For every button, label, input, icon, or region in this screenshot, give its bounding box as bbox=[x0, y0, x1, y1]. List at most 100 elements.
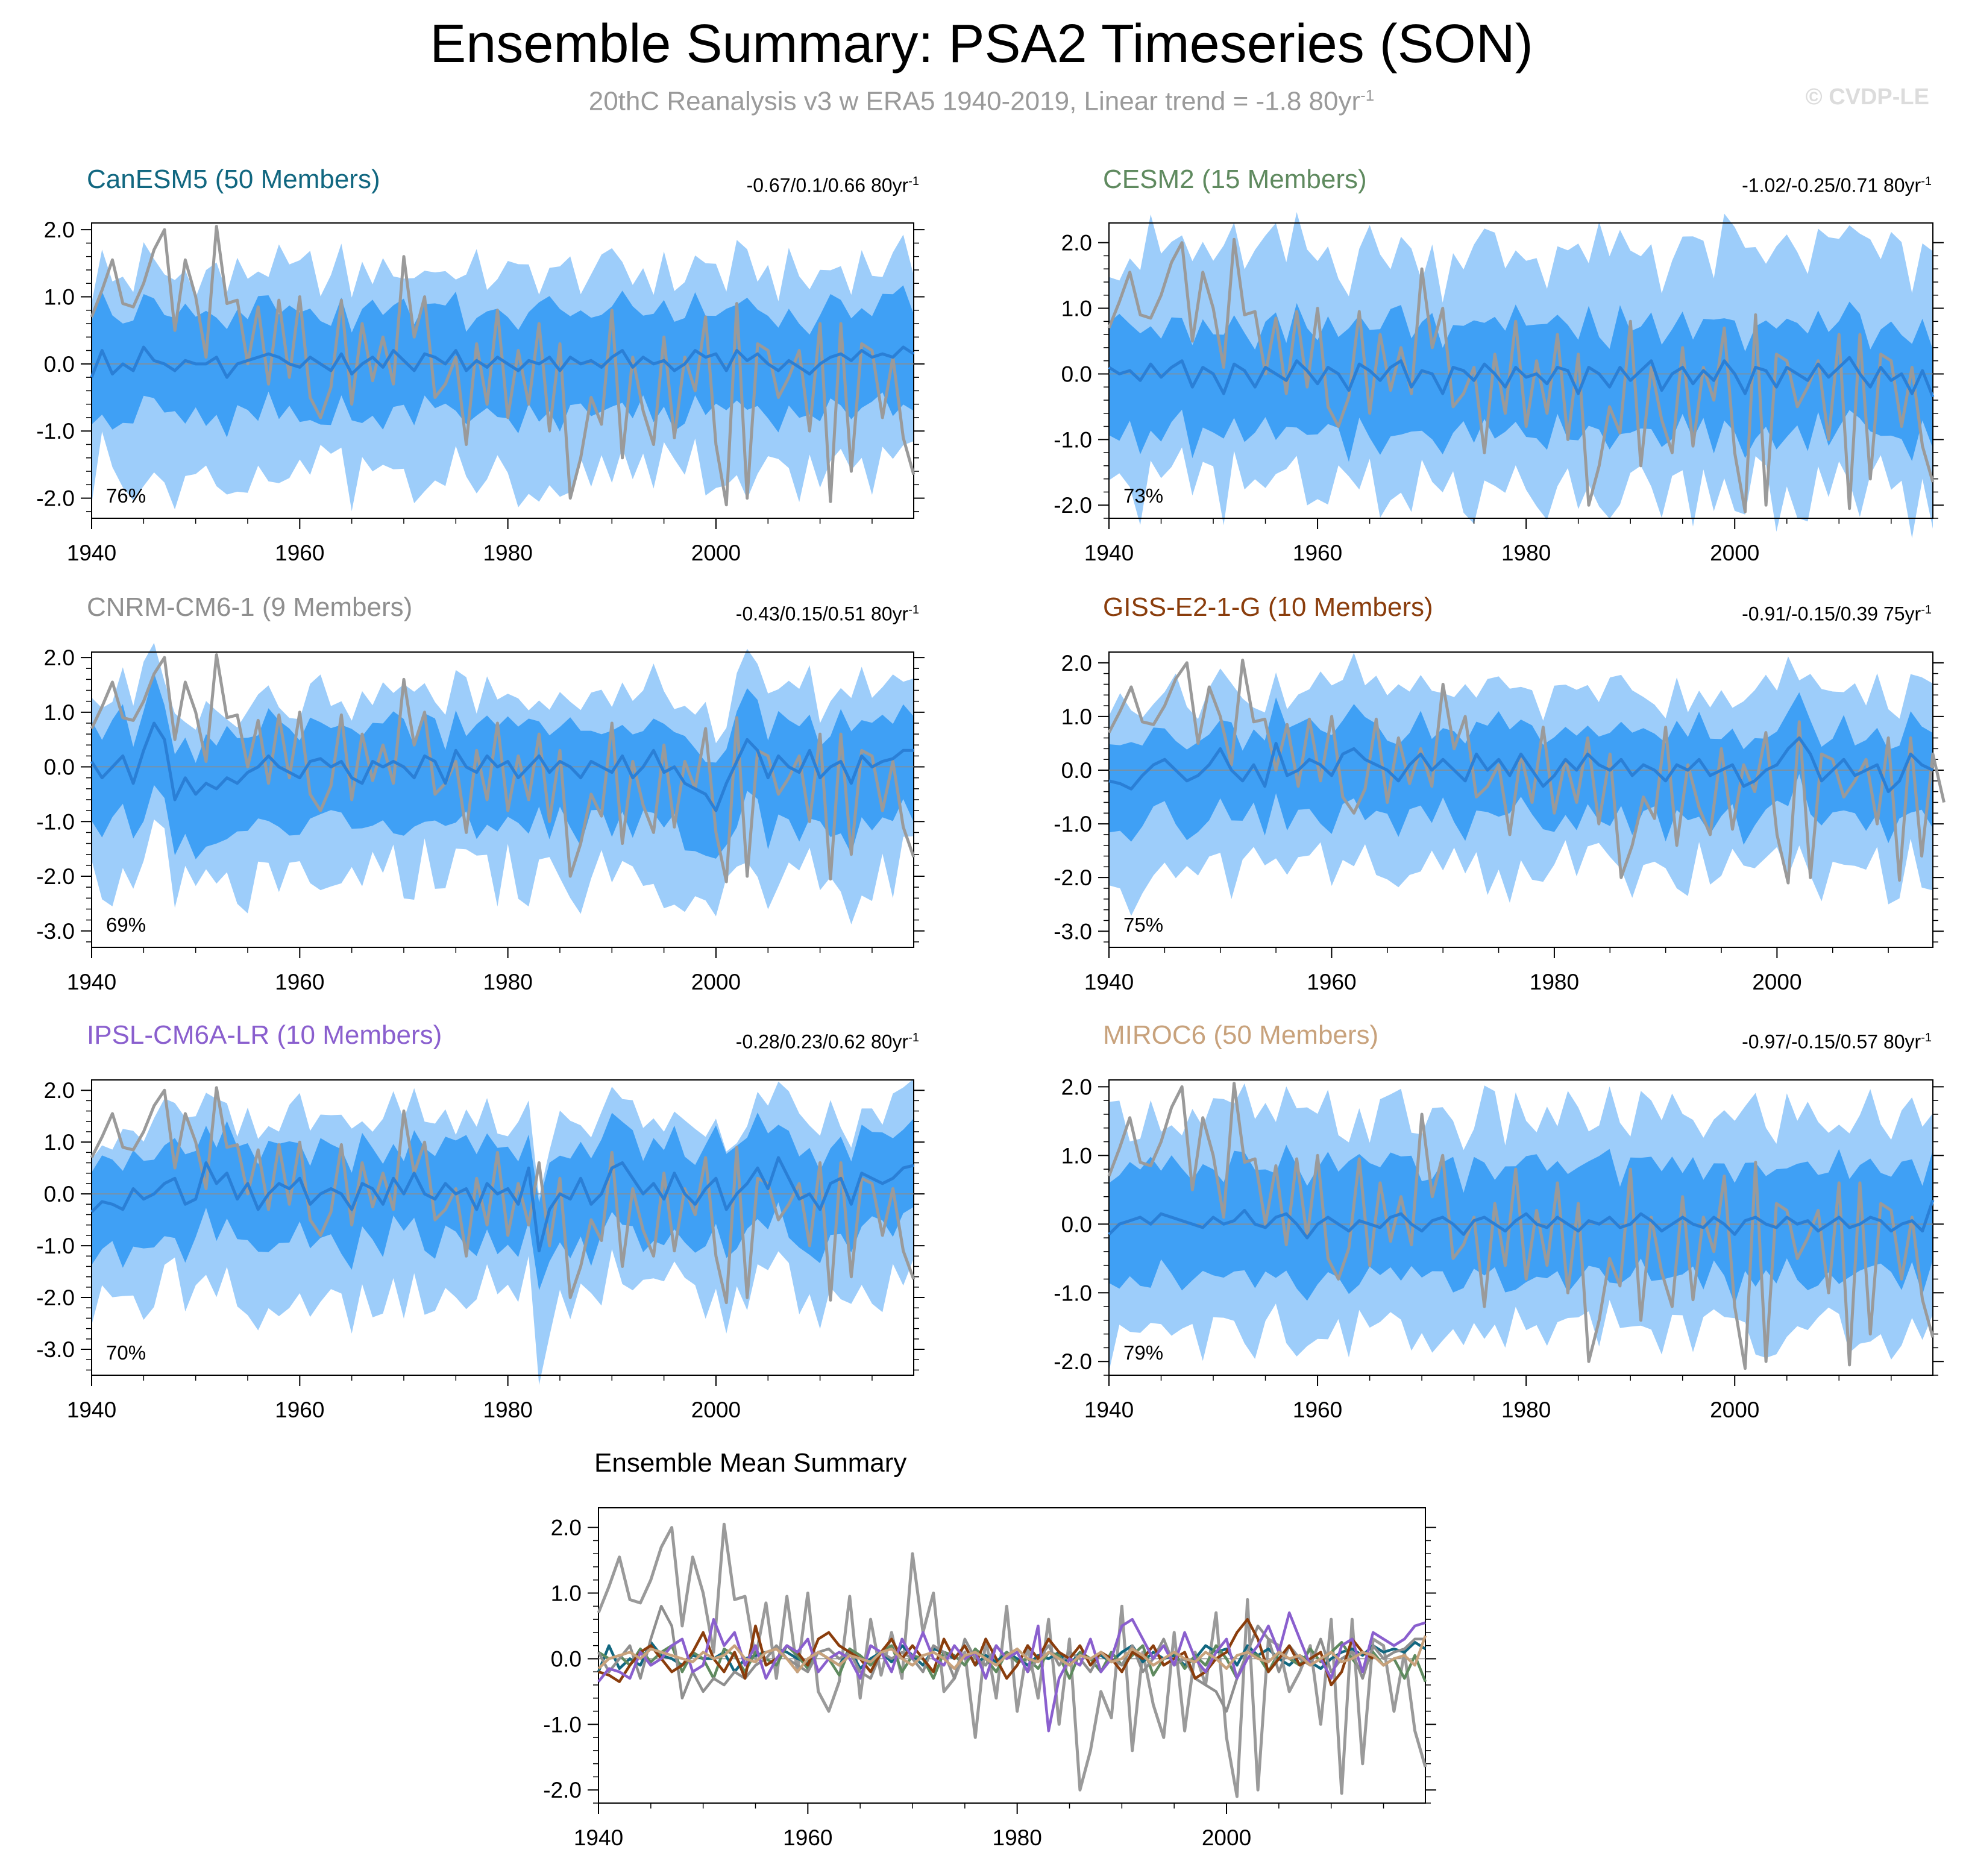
percent-label: 75% bbox=[1123, 914, 1163, 936]
summary-series-line bbox=[598, 1617, 1374, 1687]
page-title: Ensemble Summary: PSA2 Timeseries (SON) bbox=[430, 14, 1533, 74]
percent-label: 76% bbox=[106, 485, 146, 507]
summary-series-line bbox=[597, 1635, 1427, 1674]
x-tick-label: 2000 bbox=[1710, 1398, 1759, 1422]
observations-line bbox=[1107, 1082, 1935, 1370]
trend-text: -0.43/0.15/0.51 80yr bbox=[735, 603, 909, 625]
x-tick-label: 1940 bbox=[574, 1825, 623, 1850]
y-tick-label: 0.0 bbox=[44, 755, 75, 780]
subtitle-text: 20thC Reanalysis v3 w ERA5 1940-2019, Li… bbox=[588, 86, 1361, 116]
plot-frame bbox=[598, 1507, 1426, 1804]
y-tick-label: 2.0 bbox=[1061, 1074, 1092, 1099]
summary-title: Ensemble Mean Summary bbox=[594, 1448, 907, 1478]
percent-label: 73% bbox=[1123, 485, 1163, 507]
y-tick-label: 0.0 bbox=[1061, 362, 1092, 386]
y-tick-label: -1.0 bbox=[36, 1234, 75, 1258]
observations-line bbox=[90, 1086, 916, 1305]
y-tick-label: -1.0 bbox=[1054, 812, 1092, 836]
x-tick-label: 1960 bbox=[783, 1825, 832, 1850]
percentile-band bbox=[1109, 692, 1933, 845]
x-tick-label: 1940 bbox=[67, 541, 116, 565]
plot-frame bbox=[1108, 651, 1933, 948]
plot-frame bbox=[91, 1079, 914, 1376]
x-tick-label: 2000 bbox=[691, 970, 741, 994]
x-tick-label: 1980 bbox=[483, 970, 532, 994]
y-tick-label: 2.0 bbox=[44, 1078, 75, 1103]
x-tick-label: 1980 bbox=[1501, 1398, 1551, 1422]
y-tick-label: -2.0 bbox=[1054, 1349, 1092, 1374]
y-tick-label: 2.0 bbox=[44, 645, 75, 670]
y-tick-label: 1.0 bbox=[44, 700, 75, 725]
y-tick-label: 1.0 bbox=[551, 1581, 582, 1606]
y-tick-label: -1.0 bbox=[36, 809, 75, 834]
ensemble-mean-line bbox=[1108, 356, 1935, 398]
y-tick-label: -2.0 bbox=[543, 1778, 582, 1802]
y-tick-label: 1.0 bbox=[1061, 1143, 1092, 1168]
panel-title: CNRM-CM6-1 (9 Members) bbox=[87, 592, 413, 622]
trend-label: -0.97/-0.15/0.57 80yr-1 bbox=[1676, 1026, 1932, 1054]
y-tick-label: -2.0 bbox=[36, 864, 75, 889]
trend-exponent: -1 bbox=[1921, 1031, 1932, 1044]
y-tick-label: 0.0 bbox=[1061, 1212, 1092, 1237]
trend-label: -0.67/0.1/0.66 80yr-1 bbox=[663, 169, 919, 198]
y-tick-label: 1.0 bbox=[44, 285, 75, 310]
x-tick-label: 1940 bbox=[1084, 970, 1134, 994]
plot-frame bbox=[1108, 222, 1933, 519]
panel-title: CESM2 (15 Members) bbox=[1103, 165, 1367, 194]
x-tick-label: 1980 bbox=[1530, 970, 1579, 994]
page-subtitle: 20thC Reanalysis v3 w ERA5 1940-2019, Li… bbox=[0, 78, 1963, 119]
ensemble-mean-line bbox=[1108, 736, 1934, 794]
x-tick-label: 1940 bbox=[1084, 541, 1134, 565]
trend-exponent: -1 bbox=[1921, 603, 1932, 616]
panel-title: IPSL-CM6A-LR (10 Members) bbox=[87, 1020, 442, 1050]
y-tick-label: -1.0 bbox=[543, 1712, 582, 1737]
y-tick-label: 1.0 bbox=[1061, 704, 1092, 729]
plot-frame bbox=[1108, 1079, 1933, 1376]
trend-text: -1.02/-0.25/0.71 80yr bbox=[1742, 174, 1921, 196]
x-tick-label: 1980 bbox=[483, 541, 532, 565]
observations-line bbox=[1107, 658, 1946, 885]
subtitle-exponent: -1 bbox=[1360, 86, 1375, 104]
x-tick-label: 1980 bbox=[483, 1398, 532, 1422]
x-tick-label: 1960 bbox=[275, 541, 324, 565]
x-tick-label: 1980 bbox=[1501, 541, 1551, 565]
observations-line bbox=[90, 653, 916, 883]
percent-label: 79% bbox=[1123, 1341, 1163, 1364]
trend-exponent: -1 bbox=[908, 175, 919, 188]
y-tick-label: 0.0 bbox=[44, 352, 75, 377]
y-tick-label: 1.0 bbox=[44, 1130, 75, 1155]
trend-text: -0.91/-0.15/0.39 75yr bbox=[1742, 603, 1921, 625]
x-tick-label: 2000 bbox=[1752, 970, 1801, 994]
y-tick-label: 2.0 bbox=[1061, 651, 1092, 676]
y-tick-label: 2.0 bbox=[1061, 231, 1092, 256]
x-tick-label: 1940 bbox=[67, 970, 116, 994]
y-tick-label: -3.0 bbox=[36, 919, 75, 944]
copyright-label: © CVDP-LE bbox=[1805, 84, 1929, 110]
y-tick-label: 1.0 bbox=[1061, 296, 1092, 321]
y-tick-label: -1.0 bbox=[36, 419, 75, 444]
plot-frame bbox=[91, 222, 914, 519]
y-tick-label: -2.0 bbox=[36, 1285, 75, 1310]
y-tick-label: -2.0 bbox=[1054, 493, 1092, 518]
trend-exponent: -1 bbox=[908, 603, 919, 616]
x-tick-label: 1980 bbox=[993, 1825, 1042, 1850]
trend-label: -0.28/0.23/0.62 80yr-1 bbox=[663, 1026, 919, 1054]
x-tick-label: 1960 bbox=[1293, 541, 1342, 565]
y-tick-label: 2.0 bbox=[551, 1516, 582, 1540]
x-tick-label: 1960 bbox=[1293, 1398, 1342, 1422]
ensemble-mean-line bbox=[90, 721, 914, 812]
panel-title: GISS-E2-1-G (10 Members) bbox=[1103, 592, 1433, 622]
ensemble-mean-line bbox=[90, 345, 915, 379]
y-tick-label: -1.0 bbox=[1054, 1281, 1092, 1305]
x-tick-label: 1960 bbox=[275, 1398, 324, 1422]
summary-series-line bbox=[597, 1611, 1426, 1733]
y-tick-label: -2.0 bbox=[36, 486, 75, 511]
trend-exponent: -1 bbox=[908, 1031, 919, 1044]
